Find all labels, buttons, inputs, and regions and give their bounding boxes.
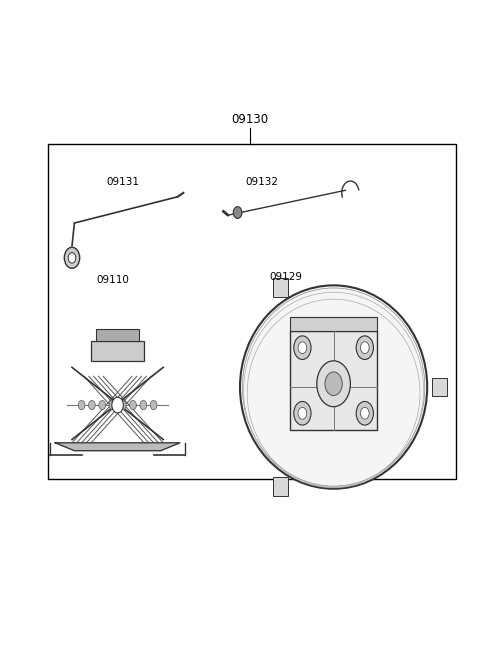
Text: 09131: 09131 xyxy=(106,177,139,187)
Circle shape xyxy=(130,400,136,409)
Circle shape xyxy=(294,336,311,359)
Circle shape xyxy=(233,207,242,218)
Ellipse shape xyxy=(240,285,427,489)
Circle shape xyxy=(298,342,307,354)
Circle shape xyxy=(68,253,76,263)
Circle shape xyxy=(120,400,126,409)
Text: 09110: 09110 xyxy=(96,276,129,285)
Polygon shape xyxy=(55,443,180,451)
Circle shape xyxy=(112,397,123,413)
FancyBboxPatch shape xyxy=(273,278,288,297)
Circle shape xyxy=(109,400,116,409)
Circle shape xyxy=(78,400,85,409)
Bar xyxy=(290,317,377,331)
Text: 09132: 09132 xyxy=(245,177,278,187)
Circle shape xyxy=(317,361,350,407)
Circle shape xyxy=(325,372,342,396)
Circle shape xyxy=(356,336,373,359)
FancyBboxPatch shape xyxy=(273,478,288,496)
Text: 09129: 09129 xyxy=(269,272,302,282)
Circle shape xyxy=(356,401,373,425)
Circle shape xyxy=(298,407,307,419)
Bar xyxy=(91,341,144,361)
Text: 09130: 09130 xyxy=(231,113,268,126)
FancyBboxPatch shape xyxy=(432,378,447,396)
Bar xyxy=(96,329,139,341)
Circle shape xyxy=(140,400,147,409)
Circle shape xyxy=(294,401,311,425)
Bar xyxy=(48,144,456,479)
Bar xyxy=(290,331,377,430)
Circle shape xyxy=(360,342,369,354)
Circle shape xyxy=(360,407,369,419)
Circle shape xyxy=(99,400,106,409)
Circle shape xyxy=(150,400,157,409)
Circle shape xyxy=(64,247,80,268)
Circle shape xyxy=(88,400,95,409)
